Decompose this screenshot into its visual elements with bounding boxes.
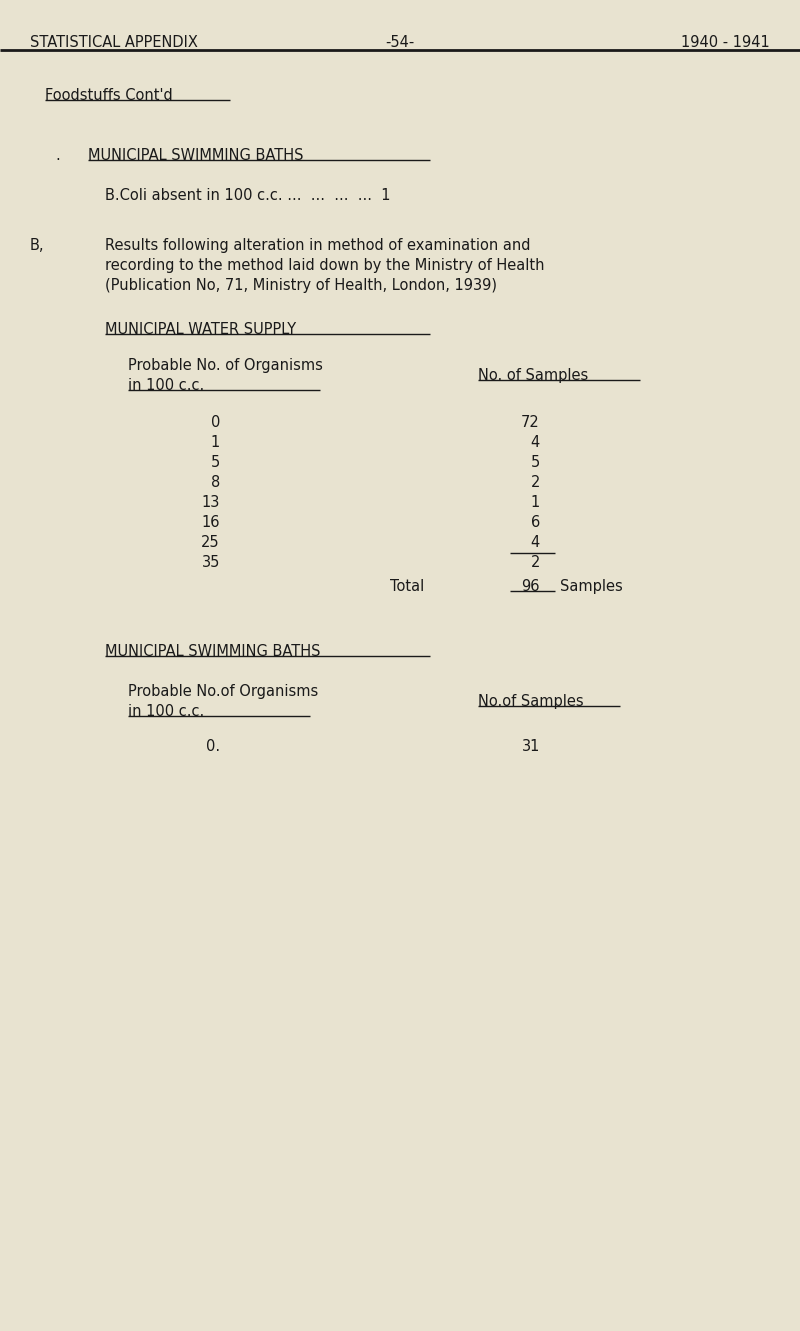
- Text: 1940 - 1941: 1940 - 1941: [682, 35, 770, 51]
- Text: B.Coli absent in 100 c.c. ...  ...  ...  ...  1: B.Coli absent in 100 c.c. ... ... ... ..…: [105, 188, 390, 204]
- Text: Probable No.of Organisms: Probable No.of Organisms: [128, 684, 318, 699]
- Text: 2: 2: [530, 555, 540, 570]
- Text: 5: 5: [530, 455, 540, 470]
- Text: 31: 31: [522, 739, 540, 753]
- Text: MUNICIPAL SWIMMING BATHS: MUNICIPAL SWIMMING BATHS: [105, 644, 321, 659]
- Text: MUNICIPAL WATER SUPPLY: MUNICIPAL WATER SUPPLY: [105, 322, 296, 337]
- Text: 0.: 0.: [206, 739, 220, 753]
- Text: 16: 16: [202, 515, 220, 530]
- Text: Foodstuffs Cont'd: Foodstuffs Cont'd: [45, 88, 173, 102]
- Text: 1: 1: [530, 495, 540, 510]
- Text: Samples: Samples: [560, 579, 622, 594]
- Text: 5: 5: [210, 455, 220, 470]
- Text: in 100 c.c.: in 100 c.c.: [128, 378, 204, 393]
- Text: No. of Samples: No. of Samples: [478, 367, 588, 383]
- Text: 25: 25: [202, 535, 220, 550]
- Text: STATISTICAL APPENDIX: STATISTICAL APPENDIX: [30, 35, 198, 51]
- Text: 72: 72: [522, 415, 540, 430]
- Text: 4: 4: [530, 435, 540, 450]
- Text: Probable No. of Organisms: Probable No. of Organisms: [128, 358, 323, 373]
- Text: 96: 96: [522, 579, 540, 594]
- Text: No.of Samples: No.of Samples: [478, 693, 584, 709]
- Text: recording to the method laid down by the Ministry of Health: recording to the method laid down by the…: [105, 258, 545, 273]
- Text: .: .: [55, 148, 60, 162]
- Text: in 100 c.c.: in 100 c.c.: [128, 704, 204, 719]
- Text: Total: Total: [390, 579, 424, 594]
- Text: 2: 2: [530, 475, 540, 490]
- Text: 13: 13: [202, 495, 220, 510]
- Text: 8: 8: [210, 475, 220, 490]
- Text: Results following alteration in method of examination and: Results following alteration in method o…: [105, 238, 530, 253]
- Text: 6: 6: [530, 515, 540, 530]
- Text: 1: 1: [210, 435, 220, 450]
- Text: B,: B,: [30, 238, 45, 253]
- Text: (Publication No, 71, Ministry of Health, London, 1939): (Publication No, 71, Ministry of Health,…: [105, 278, 497, 293]
- Text: 35: 35: [202, 555, 220, 570]
- Text: MUNICIPAL SWIMMING BATHS: MUNICIPAL SWIMMING BATHS: [88, 148, 303, 162]
- Text: -54-: -54-: [386, 35, 414, 51]
- Text: 0: 0: [210, 415, 220, 430]
- Text: 4: 4: [530, 535, 540, 550]
